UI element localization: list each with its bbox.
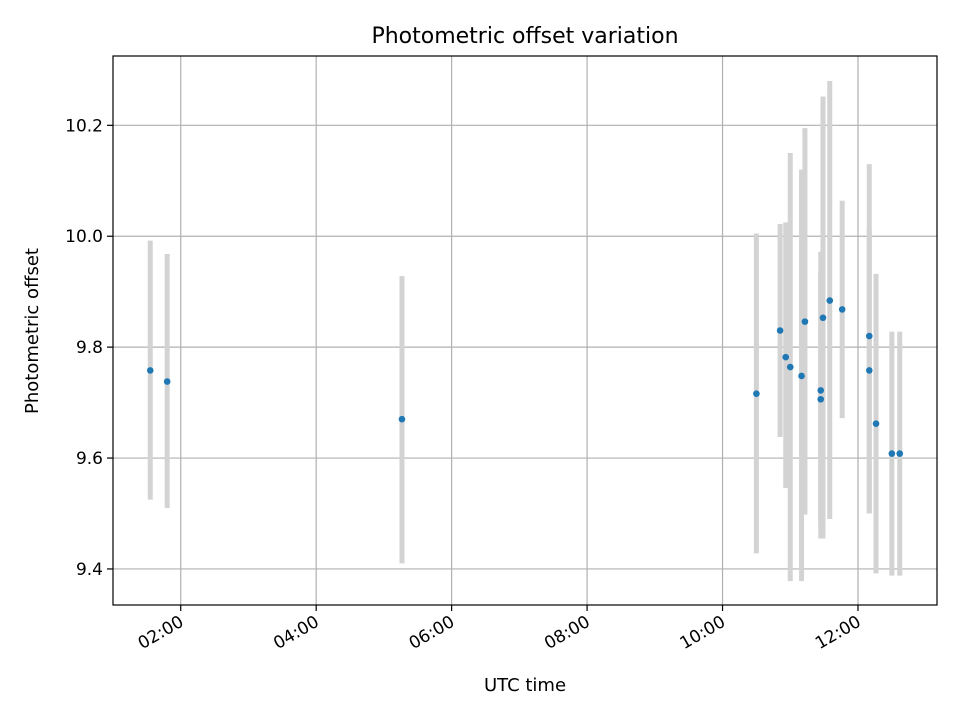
data-point	[865, 367, 873, 374]
y-axis-label: Photometric offset	[22, 248, 43, 414]
data-points	[146, 297, 904, 457]
x-tick-label: 12:00	[812, 612, 864, 654]
y-tick-label: 9.4	[76, 560, 103, 580]
y-tick-label: 10.0	[65, 227, 103, 247]
data-point	[798, 372, 805, 380]
x-tick-label: 10:00	[677, 612, 729, 654]
data-point	[801, 318, 809, 325]
y-tick-label: 10.2	[65, 116, 103, 136]
data-point	[817, 387, 825, 394]
y-tick-label: 9.8	[76, 338, 103, 358]
data-point	[146, 367, 154, 374]
y-axis-ticks: 9.4 9.6 9.8 10.0 10.2	[65, 116, 113, 580]
data-point	[826, 297, 834, 304]
x-tick-label: 04:00	[270, 612, 322, 654]
data-point	[896, 450, 904, 457]
data-point	[819, 314, 827, 322]
data-point	[776, 327, 784, 334]
plot-frame	[112, 55, 938, 606]
x-tick-label: 06:00	[406, 612, 458, 654]
grid	[113, 56, 937, 605]
x-axis-ticks: 02:00 04:00 06:00 08:00 10:00 12:00	[135, 605, 864, 654]
x-tick-label: 08:00	[541, 612, 593, 654]
data-point	[817, 395, 825, 403]
data-point	[753, 390, 760, 398]
data-point	[782, 353, 790, 361]
data-point	[888, 450, 896, 457]
data-point	[865, 332, 873, 340]
data-point	[872, 420, 880, 427]
y-tick-label: 9.6	[76, 449, 103, 469]
data-point	[163, 378, 171, 385]
data-point	[838, 306, 846, 313]
data-point	[398, 415, 406, 423]
x-axis-label: UTC time	[484, 675, 566, 696]
data-point	[786, 363, 794, 371]
error-bars	[147, 80, 903, 582]
x-tick-label: 02:00	[135, 612, 187, 654]
chart-title: Photometric offset variation	[371, 24, 678, 49]
